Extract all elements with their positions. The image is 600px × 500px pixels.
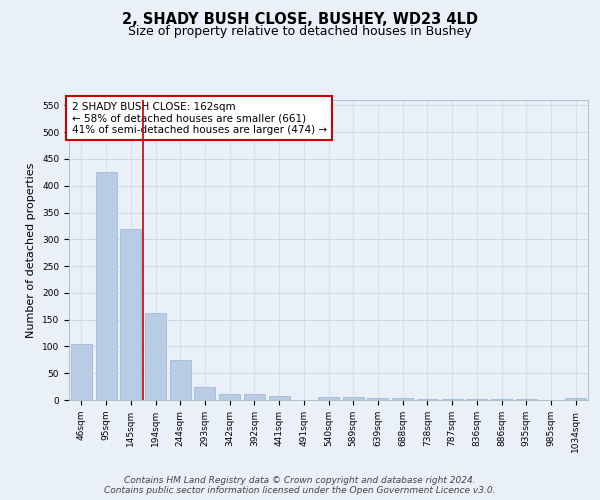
Bar xyxy=(318,398,339,400)
Text: 2, SHADY BUSH CLOSE, BUSHEY, WD23 4LD: 2, SHADY BUSH CLOSE, BUSHEY, WD23 4LD xyxy=(122,12,478,28)
Bar xyxy=(392,398,413,400)
Y-axis label: Number of detached properties: Number of detached properties xyxy=(26,162,37,338)
Bar xyxy=(367,398,388,400)
Bar xyxy=(219,394,240,400)
Bar xyxy=(120,228,141,400)
Bar xyxy=(466,399,487,400)
Text: 2 SHADY BUSH CLOSE: 162sqm
← 58% of detached houses are smaller (661)
41% of sem: 2 SHADY BUSH CLOSE: 162sqm ← 58% of deta… xyxy=(71,102,327,134)
Bar xyxy=(269,396,290,400)
Bar xyxy=(170,360,191,400)
Bar xyxy=(95,172,116,400)
Bar xyxy=(343,398,364,400)
Bar xyxy=(244,394,265,400)
Bar xyxy=(145,313,166,400)
Bar xyxy=(565,398,586,400)
Bar xyxy=(417,399,438,400)
Text: Contains HM Land Registry data © Crown copyright and database right 2024.: Contains HM Land Registry data © Crown c… xyxy=(124,476,476,485)
Bar xyxy=(71,344,92,400)
Text: Size of property relative to detached houses in Bushey: Size of property relative to detached ho… xyxy=(128,25,472,38)
Bar xyxy=(442,399,463,400)
Text: Contains public sector information licensed under the Open Government Licence v3: Contains public sector information licen… xyxy=(104,486,496,495)
Bar xyxy=(194,386,215,400)
